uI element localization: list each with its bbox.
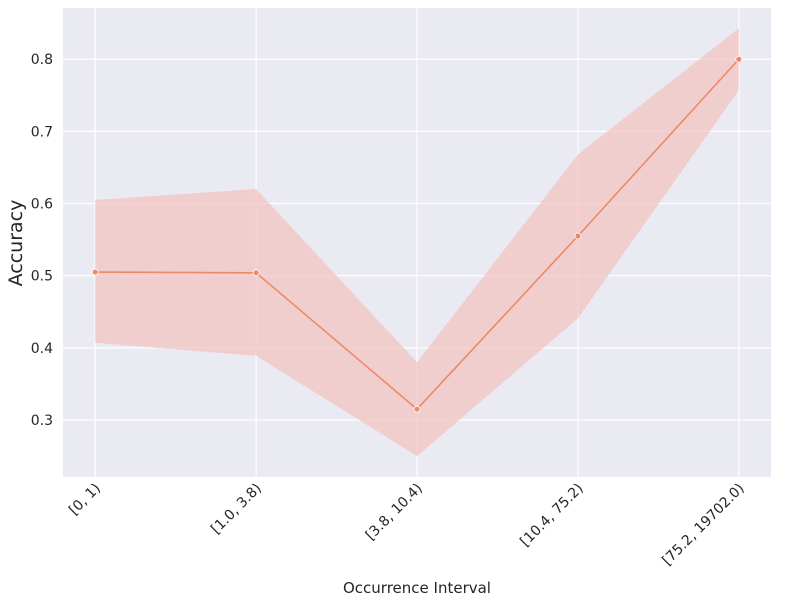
point [574,232,582,240]
x-tick-label: [0, 1) [66,481,104,519]
x-axis-label: Occurrence Interval [343,579,491,597]
point [735,55,743,63]
y-tick-label: 0.5 [31,269,53,285]
x-tick-label: [1.0, 3.8) [208,481,265,538]
y-tick-label: 0.6 [31,197,53,213]
x-tick-label: [3.8, 10.4) [363,481,426,544]
y-tick-label: 0.7 [31,124,53,140]
point [413,405,421,413]
confidence-band [95,28,739,457]
x-tick-label: [10.4, 75.2) [517,481,586,550]
y-tick-label: 0.4 [31,341,53,357]
x-tick-label: [75.2, 19702.0) [659,481,747,569]
point [91,268,99,276]
y-tick-label: 0.3 [31,413,53,429]
y-tick-label: 0.8 [31,52,53,68]
point [252,269,260,277]
y-axis-label: Accuracy [5,200,27,287]
